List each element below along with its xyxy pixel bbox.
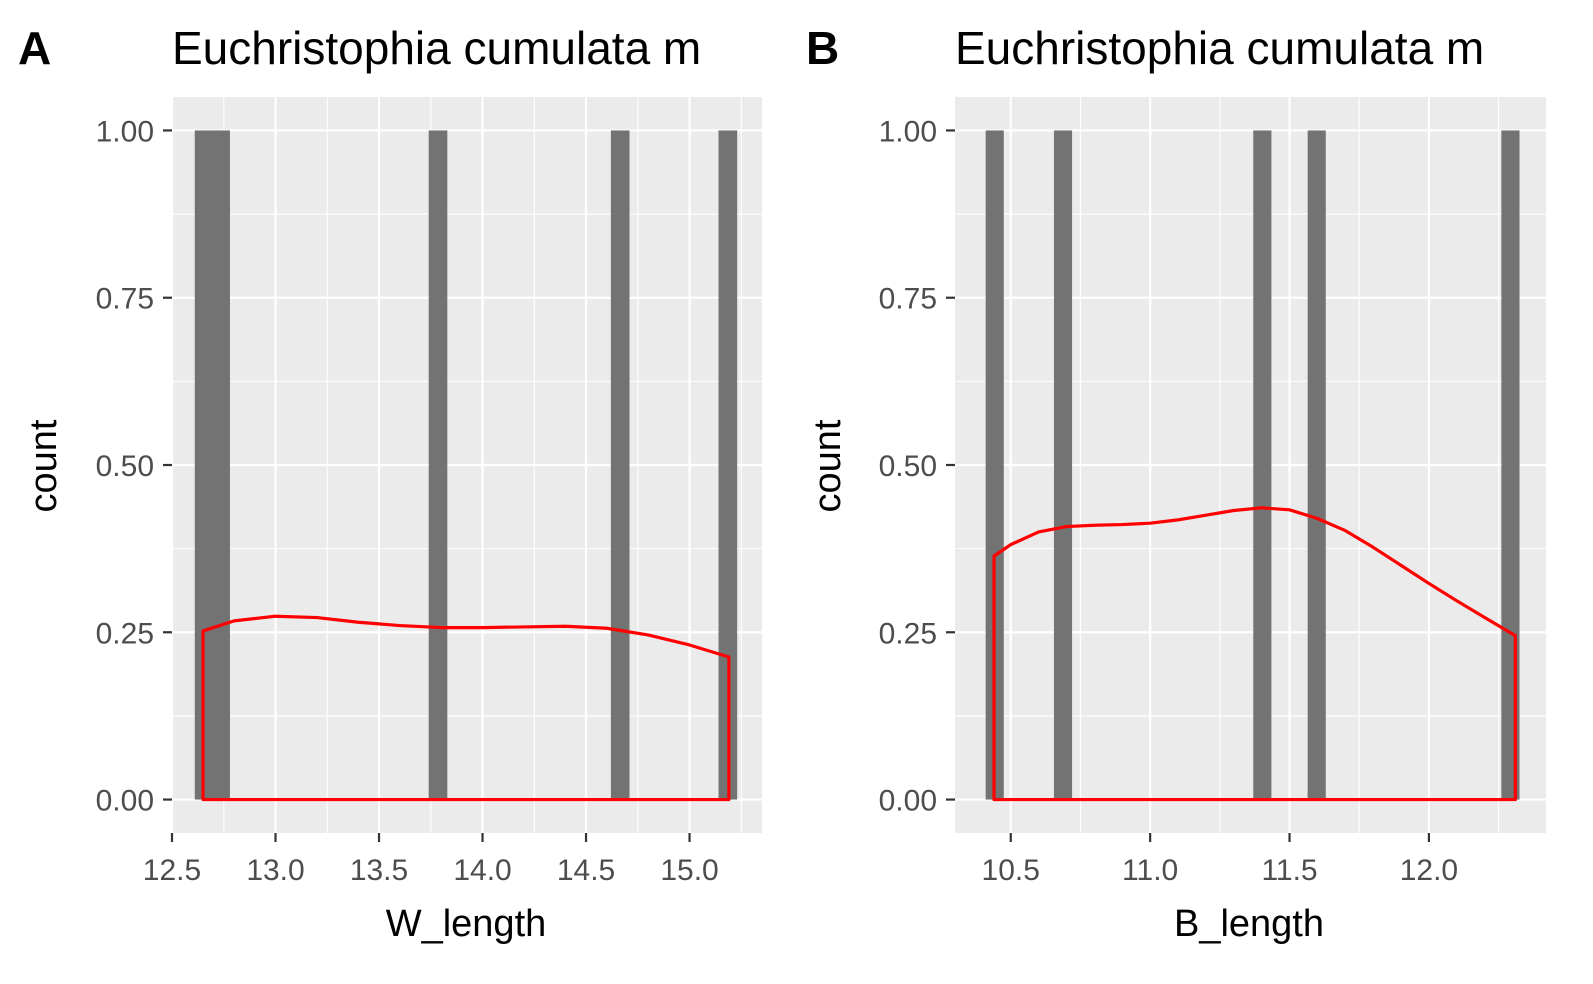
- plot-area: 0.00 0.25 0.50 0.75 1.00 12.5 13.0 13.5 14.0 14.5…: [96, 97, 762, 887]
- plot-area: 0.00 0.25 0.50 0.75 1.00 10.5 11.0 11.5 12.0: [879, 97, 1546, 887]
- x-tick-label: 13.5: [350, 854, 408, 887]
- y-tick-label: 0.25: [96, 617, 154, 650]
- y-tick-label: 0.00: [96, 785, 154, 818]
- histogram-bar: [1501, 130, 1520, 800]
- density-curve: [201, 614, 731, 802]
- panel-a: A Euchristophia cumulata m 0.000.250.500…: [18, 22, 762, 945]
- x-tick-label: 10.5: [982, 854, 1040, 887]
- x-tick-label: 15.0: [660, 854, 718, 887]
- y-tick-label: 1.00: [879, 115, 937, 148]
- density-curve: [992, 506, 1517, 802]
- x-tick-label: 13.0: [246, 854, 304, 887]
- histogram-bar: [428, 130, 448, 800]
- histogram-bar: [718, 130, 738, 800]
- x-tick-label: 12.5: [143, 854, 201, 887]
- histogram-bar: [1307, 130, 1326, 800]
- histogram-bar: [194, 130, 230, 800]
- x-axis-label: B_length: [1174, 903, 1324, 945]
- histogram-bar: [985, 130, 1004, 800]
- histogram-bar: [1053, 130, 1073, 800]
- x-axis-label: W_length: [386, 903, 547, 945]
- y-tick-label: 0.75: [879, 283, 937, 316]
- x-tick-label: 11.5: [1261, 854, 1317, 887]
- y-axis-label: count: [23, 419, 65, 512]
- x-tick-label: 14.5: [557, 854, 615, 887]
- y-tick-label: 1.00: [96, 115, 154, 148]
- y-tick-label: 0.50: [96, 450, 154, 483]
- y-axis-label: count: [807, 419, 849, 512]
- chart-title: Euchristophia cumulata m: [172, 22, 701, 74]
- panel-tag: B: [806, 22, 839, 74]
- y-tick-label: 0.50: [879, 450, 937, 483]
- x-tick-label: 11.0: [1122, 854, 1178, 887]
- histogram-bar: [610, 130, 630, 800]
- x-tick-label: 14.0: [453, 854, 511, 887]
- y-tick-label: 0.75: [96, 283, 154, 316]
- chart-title: Euchristophia cumulata m: [955, 22, 1484, 74]
- histogram-bar: [1253, 130, 1272, 800]
- panel-b: B Euchristophia cumulata m 0.000.250.500…: [806, 22, 1546, 945]
- x-tick-label: 12.0: [1400, 854, 1458, 887]
- panel-tag: A: [18, 22, 51, 74]
- y-tick-label: 0.00: [879, 785, 937, 818]
- y-tick-label: 0.25: [879, 617, 937, 650]
